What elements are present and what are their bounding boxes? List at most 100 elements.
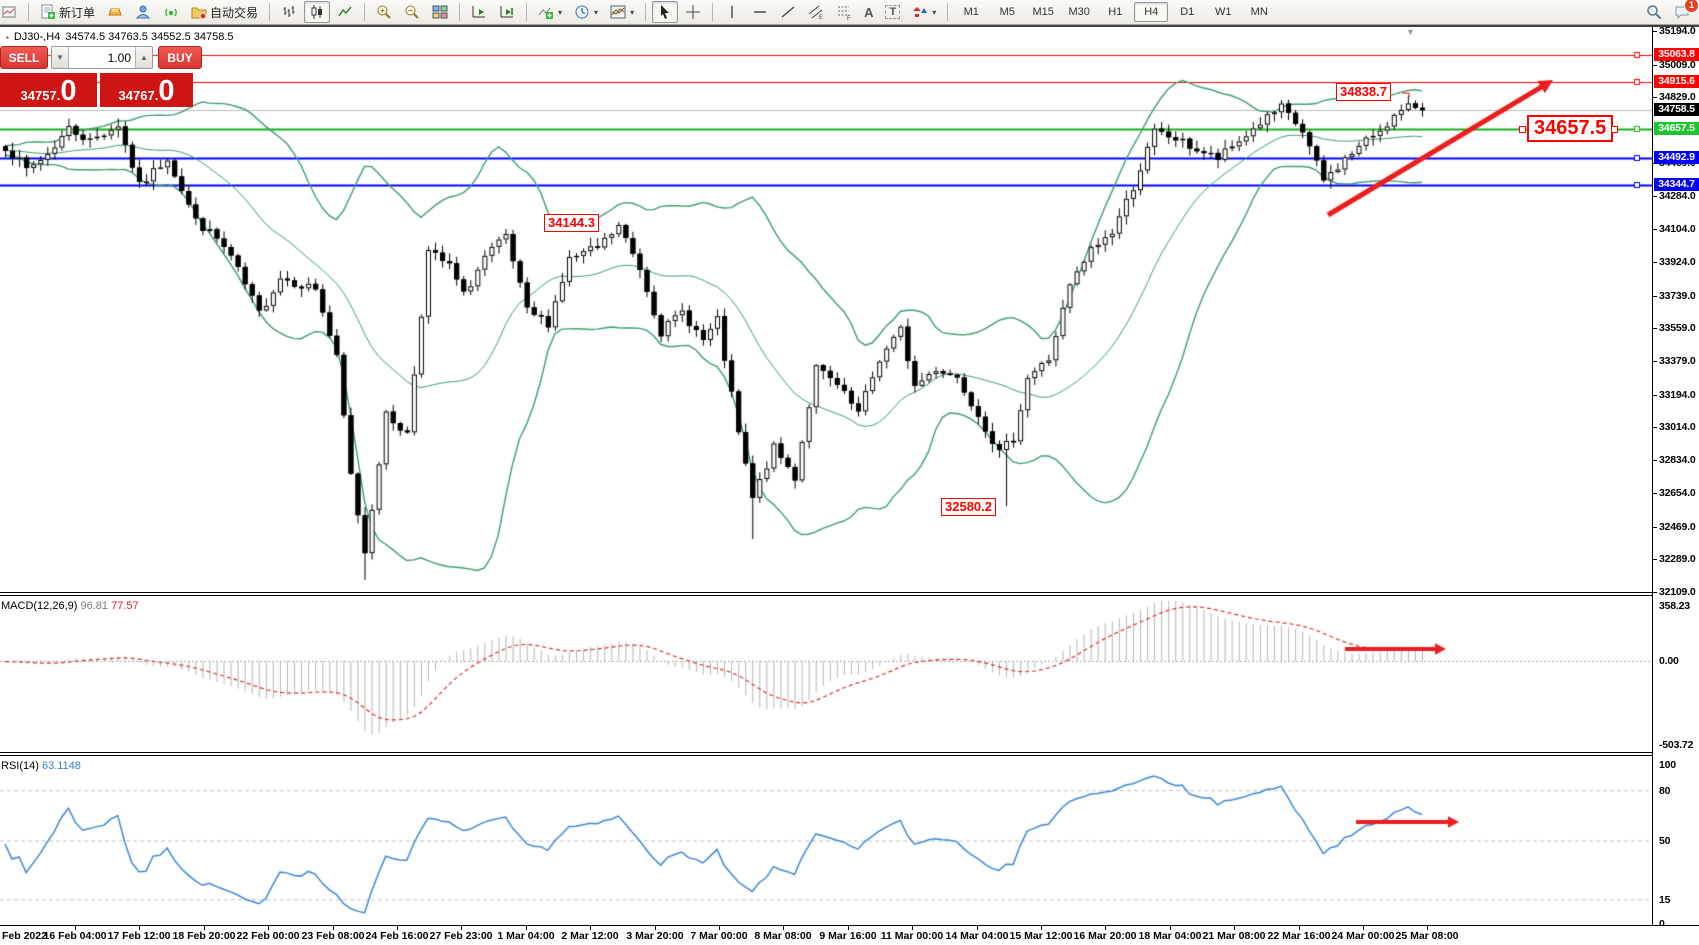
line-chart-button[interactable]	[332, 1, 358, 23]
templates-dropdown-caret: ▾	[630, 7, 635, 17]
price-axis-label: 34829.0	[1659, 91, 1696, 103]
gold-button[interactable]	[102, 1, 128, 23]
notifications-button[interactable]: 1	[1669, 0, 1699, 23]
price-badge-34492.9: 34492.9	[1654, 151, 1699, 164]
price-annotation-34657.5[interactable]: 34657.5	[1527, 115, 1614, 142]
market-button[interactable]	[130, 1, 156, 23]
trendline-tool-button[interactable]	[775, 1, 801, 23]
text-tool-button[interactable]: A	[859, 1, 878, 23]
time-axis-label: 27 Feb 23:00	[429, 930, 493, 942]
time-axis[interactable]: Feb 2022 16 Feb 04:00 17 Feb 12:00 18 Feb 2…	[0, 925, 1699, 945]
volume-decrease-button[interactable]: ▼	[52, 47, 69, 68]
timeframe-button-w1[interactable]: W1	[1214, 6, 1232, 18]
time-axis-label: 18 Feb 20:00	[172, 930, 236, 942]
price-chart-canvas[interactable]	[0, 27, 1652, 592]
chart-shift-marker[interactable]: ▼	[1406, 27, 1415, 37]
timeframe-button-h1[interactable]: H1	[1108, 6, 1123, 18]
price-annotation-34144.3[interactable]: 34144.3	[544, 214, 599, 232]
zoom-in-button[interactable]	[371, 1, 397, 23]
price-badge-34758.5: 34758.5	[1654, 103, 1699, 116]
cursor-tool-button[interactable]	[652, 1, 679, 23]
price-axis-tick	[1653, 65, 1657, 66]
panel-divider[interactable]	[0, 592, 1699, 596]
equidistant-channel-icon: E	[808, 5, 823, 20]
price-axis[interactable]: 35194.035009.034829.034469.034284.034104…	[1652, 25, 1699, 930]
price-axis-label: 33559.0	[1659, 322, 1696, 334]
rsi-canvas[interactable]	[0, 757, 1652, 925]
price-annotation-32580.2[interactable]: 32580.2	[941, 498, 996, 516]
search-button[interactable]	[1641, 1, 1667, 23]
horizontal-line-tool-button[interactable]	[747, 1, 773, 23]
auto-trading-button[interactable]: 自动交易	[186, 1, 263, 23]
auto-trading-icon	[191, 7, 207, 20]
price-axis-label: 33379.0	[1659, 355, 1696, 367]
indicators-icon	[538, 7, 554, 19]
timeframe-button-h4[interactable]: H4	[1134, 2, 1169, 22]
candlestick-chart-button[interactable]	[304, 1, 331, 23]
time-axis-tick	[397, 926, 398, 930]
fibonacci-icon: F	[838, 6, 851, 20]
timeframe-button-m1[interactable]: M1	[963, 6, 979, 18]
templates-button[interactable]: ▾	[605, 1, 639, 23]
time-axis-tick	[912, 926, 913, 930]
crosshair-tool-button[interactable]	[680, 1, 706, 23]
time-axis-tick	[268, 926, 269, 930]
panel-divider[interactable]	[0, 752, 1699, 756]
sell-button[interactable]: SELL	[0, 46, 48, 69]
price-axis-tick	[1653, 427, 1657, 428]
timeframe-button-m30[interactable]: M30	[1068, 6, 1090, 18]
annotation-handle[interactable]	[1611, 126, 1618, 133]
price-annotation-34838.7[interactable]: 34838.7	[1336, 83, 1391, 101]
signals-button[interactable]	[158, 1, 184, 23]
bar-chart-button[interactable]	[276, 1, 302, 23]
time-axis-label: 9 Mar 16:00	[819, 930, 877, 942]
macd-panel[interactable]	[0, 597, 1652, 752]
price-axis-label: 35194.0	[1659, 25, 1696, 37]
timeframe-button-d1[interactable]: D1	[1180, 6, 1195, 18]
cursor-icon	[661, 5, 670, 19]
text-label-tool-button[interactable]: T	[880, 1, 905, 23]
annotation-handle[interactable]	[1519, 126, 1526, 133]
tile-windows-button[interactable]	[427, 1, 453, 23]
chart-shift-button[interactable]	[494, 1, 520, 23]
fibonacci-tool-button[interactable]: F	[831, 1, 857, 23]
channel-tool-button[interactable]: E	[803, 1, 829, 23]
buy-price-display[interactable]: 34767. 0	[100, 73, 193, 107]
indicators-dropdown-caret: ▾	[558, 7, 563, 17]
price-axis-tick	[1653, 262, 1657, 263]
rsi-panel[interactable]	[0, 757, 1652, 925]
vertical-line-tool-button[interactable]	[719, 1, 745, 23]
main-chart-area[interactable]	[0, 27, 1652, 592]
timeframe-button-m15[interactable]: M15	[1032, 6, 1054, 18]
charts-bar-icon[interactable]	[0, 1, 22, 23]
periods-button[interactable]: ▾	[569, 1, 603, 23]
arrows-tool-button[interactable]: ▾	[907, 1, 941, 23]
price-axis-tick	[1653, 31, 1657, 32]
new-order-label: 新订单	[59, 5, 96, 20]
time-axis-label: 8 Mar 08:00	[754, 930, 812, 942]
time-axis-tick	[977, 926, 978, 930]
price-badge-34344.7: 34344.7	[1654, 178, 1699, 191]
timeframe-button-mn[interactable]: MN	[1250, 6, 1268, 18]
buy-price-big-digit: 0	[158, 75, 175, 107]
new-order-button[interactable]: 新订单	[35, 1, 100, 23]
vertical-line-icon	[731, 6, 733, 18]
buy-button[interactable]: BUY	[158, 46, 202, 69]
rsi-label: RSI(14) 63.1148	[1, 760, 81, 772]
time-axis-label: 24 Mar 00:00	[1331, 930, 1395, 942]
volume-input[interactable]	[69, 47, 135, 68]
sell-price-display[interactable]: 34757. 0	[0, 73, 97, 107]
time-axis-label: 3 Mar 20:00	[626, 930, 684, 942]
auto-scroll-button[interactable]	[466, 1, 492, 23]
chart-symbol-period: DJ30-,H4	[13, 31, 61, 43]
timeframe-button-m5[interactable]: M5	[999, 6, 1015, 18]
macd-canvas[interactable]	[0, 597, 1652, 752]
volume-increase-button[interactable]: ▲	[135, 47, 152, 68]
tile-windows-icon	[432, 5, 448, 19]
indicators-button[interactable]: ▾	[533, 1, 567, 23]
price-axis-tick	[1653, 559, 1657, 560]
rsi-axis-label: 50	[1659, 835, 1671, 847]
zoom-out-button[interactable]	[399, 1, 425, 23]
price-axis-label: 33014.0	[1659, 421, 1696, 433]
svg-text:E: E	[819, 15, 823, 20]
